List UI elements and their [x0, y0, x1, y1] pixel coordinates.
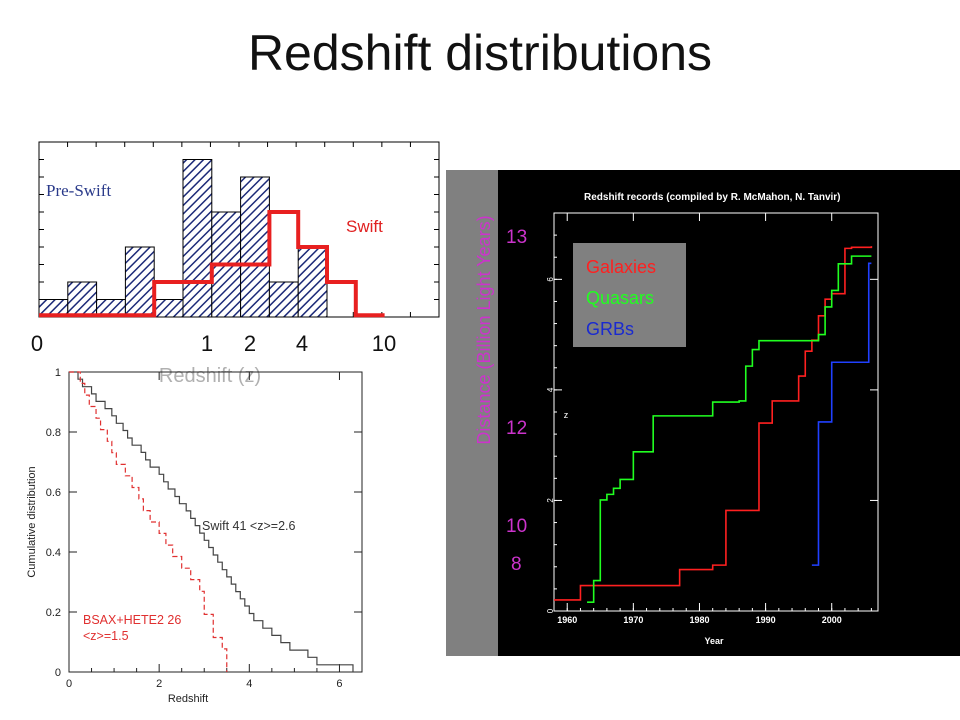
- cumulative-x-tick-label: 4: [246, 678, 252, 690]
- histogram-x-tick-label: 0: [31, 331, 43, 356]
- records-y-tick-label: 0: [546, 608, 555, 613]
- cumulative-y-tick-label: 0.4: [46, 547, 61, 559]
- cumulative-y-tick-label: 0.6: [46, 487, 61, 499]
- cumulative-x-tick-label: 6: [336, 678, 342, 690]
- records-x-tick-label: 1960: [557, 615, 577, 625]
- records-legend-box: [573, 243, 686, 347]
- cumulative-y-tick-label: 1: [55, 367, 61, 379]
- records-x-axis-label: Year: [704, 636, 724, 646]
- pre-swift-bar: [268, 281, 299, 318]
- galaxies-record-line: [554, 246, 873, 601]
- records-x-tick-label: 1970: [623, 615, 643, 625]
- legend-quasars: Quasars: [586, 288, 654, 308]
- bsax-cumulative-label-1: BSAX+HETE2 26: [83, 613, 181, 627]
- records-y-tick-label: 6: [546, 277, 555, 282]
- swift-cumulative-label: Swift 41 <z>=2.6: [202, 519, 296, 533]
- pre-swift-bar: [153, 299, 184, 318]
- swift-cumulative-line: [69, 371, 354, 672]
- histogram-x-tick-label: 1: [201, 331, 213, 356]
- slide-title: Redshift distributions: [247, 25, 713, 81]
- distance-axis-label: Distance (Billion Light Years): [474, 215, 494, 444]
- records-y-tick-label: 2: [546, 498, 555, 503]
- bsax-cumulative-label-2: <z>=1.5: [83, 629, 129, 643]
- records-y-axis-label: z: [564, 410, 569, 420]
- legend-grbs: GRBs: [586, 319, 634, 339]
- records-x-tick-label: 1990: [756, 615, 776, 625]
- cumulative-x-tick-label: 0: [66, 678, 72, 690]
- pre-swift-bar: [124, 246, 155, 318]
- distance-label-8: 8: [511, 554, 522, 575]
- records-x-tick-label: 2000: [822, 615, 842, 625]
- distance-axis-panel: [446, 170, 498, 656]
- cumulative-y-axis-label: Cumulative distribution: [26, 466, 38, 577]
- records-title: Redshift records (compiled by R. McMahon…: [584, 192, 841, 203]
- distance-label-13: 13: [506, 227, 527, 248]
- bsax-cumulative-line: [69, 371, 228, 672]
- histogram-chart: Pre-Swift Swift 0 1 2 4 10 Redshift (z): [31, 141, 440, 387]
- records-x-tick-label: 1980: [689, 615, 709, 625]
- pre-swift-bar: [67, 281, 98, 318]
- cumulative-y-tick-label: 0.8: [46, 427, 61, 439]
- pre-swift-bar: [240, 176, 270, 318]
- swift-histogram-line: [39, 210, 385, 318]
- distance-label-12: 12: [506, 418, 527, 439]
- histogram-x-tick-label: 2: [244, 331, 256, 356]
- pre-swift-label: Pre-Swift: [46, 181, 111, 200]
- pre-swift-bar: [182, 159, 213, 318]
- legend-galaxies: Galaxies: [586, 257, 656, 277]
- histogram-x-tick-label: 4: [296, 331, 308, 356]
- cumulative-x-tick-label: 2: [156, 678, 162, 690]
- histogram-x-tick-label: 10: [372, 331, 396, 356]
- records-background: [446, 170, 960, 656]
- quasars-record-line: [587, 255, 872, 603]
- distance-label-10: 10: [506, 516, 527, 537]
- cumulative-y-tick-label: 0.2: [46, 607, 61, 619]
- records-y-tick-label: 4: [546, 387, 555, 392]
- histogram-x-axis-label: Redshift (z): [159, 365, 261, 387]
- pre-swift-bar: [297, 246, 328, 318]
- grbs-record-line: [811, 262, 872, 566]
- cumulative-x-axis-label: Redshift: [168, 693, 208, 705]
- cumulative-chart: 0 2 4 6 0 0.2 0.4 0.6 0.8 1 Swift 41 <z>=2.6 BSAX…: [26, 367, 363, 705]
- swift-label: Swift: [346, 217, 383, 236]
- cumulative-y-tick-label: 0: [55, 667, 61, 679]
- cumulative-plot-frame: [68, 371, 363, 673]
- redshift-records-chart: 1960 1970 1980 1990 2000 0 2 4 6 Redshift record…: [446, 170, 960, 656]
